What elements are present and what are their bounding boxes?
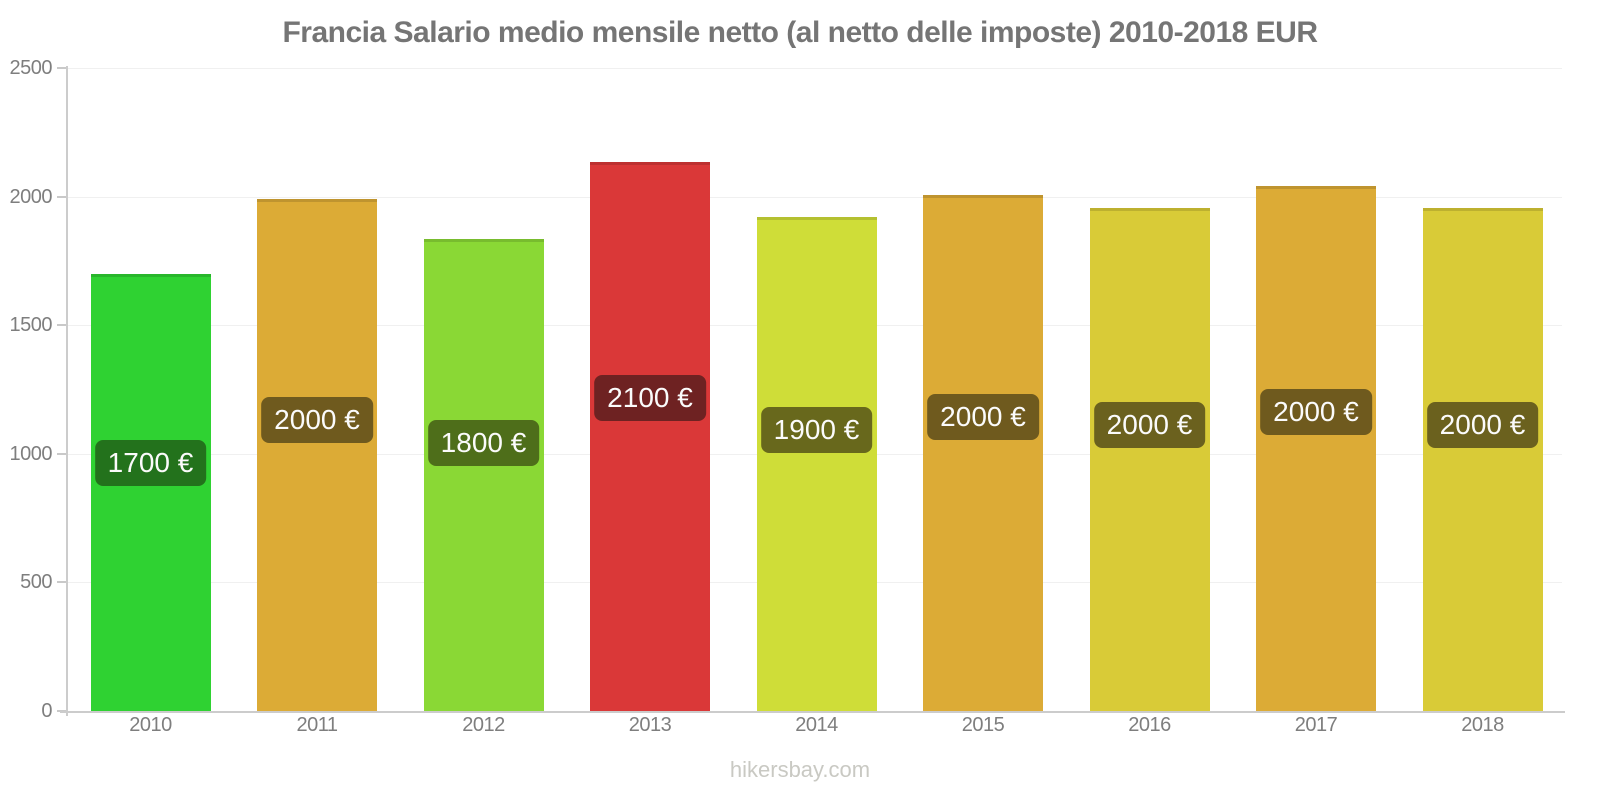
y-axis-label-2000: 2000 — [9, 185, 53, 208]
bar-2014[interactable]: 1900 € — [756, 217, 877, 711]
y-axis-label-2500: 2500 — [9, 57, 53, 79]
x-axis-label-2010: 2010 — [129, 714, 172, 736]
value-label-2016: 2000 € — [1093, 401, 1206, 448]
gridline-2500 — [68, 68, 1562, 69]
y-axis-label-500: 500 — [20, 571, 52, 594]
value-label-2012: 1800 € — [427, 419, 540, 466]
x-axis-label-2012: 2012 — [462, 714, 505, 736]
x-axis-label-2016: 2016 — [1128, 714, 1171, 736]
bar-2018[interactable]: 2000 € — [1422, 208, 1543, 711]
y-axis-line — [66, 66, 68, 716]
value-label-2017: 2000 € — [1260, 389, 1372, 436]
x-axis-label-2015: 2015 — [961, 714, 1005, 736]
y-axis-tick-1000 — [57, 452, 67, 455]
y-axis-tick-1500 — [57, 324, 67, 327]
y-axis-label-1500: 1500 — [9, 314, 53, 337]
y-axis-label-0: 0 — [41, 700, 52, 722]
x-axis-label-2011: 2011 — [296, 714, 338, 736]
value-label-2011: 2000 € — [261, 396, 373, 443]
watermark-hikersbay: hikersbay.com — [729, 757, 871, 782]
bar-2017[interactable]: 2000 € — [1256, 186, 1376, 711]
value-label-2010: 1700 € — [94, 439, 207, 486]
x-axis-line — [60, 711, 1565, 713]
value-label-2014: 1900 € — [760, 407, 873, 454]
x-axis-label-2013: 2013 — [628, 714, 672, 736]
y-axis-label-1000: 1000 — [9, 442, 53, 465]
value-label-2013: 2100 € — [594, 375, 706, 422]
bar-2013[interactable]: 2100 € — [590, 161, 710, 711]
x-axis-label-2017: 2017 — [1294, 714, 1338, 736]
bar-2011[interactable]: 2000 € — [257, 199, 377, 711]
gridline-2000 — [68, 196, 1562, 198]
bar-2016[interactable]: 2000 € — [1089, 208, 1210, 711]
y-axis-tick-500 — [57, 581, 67, 584]
chart-title: Francia Salario medio mensile netto (al … — [282, 16, 1318, 49]
value-label-2015: 2000 € — [927, 394, 1039, 441]
y-axis-tick-2000 — [57, 195, 67, 198]
value-label-2018: 2000 € — [1426, 401, 1539, 448]
y-axis-tick-2500 — [57, 67, 67, 69]
x-axis-label-2014: 2014 — [795, 714, 838, 736]
bar-2015[interactable]: 2000 € — [923, 195, 1043, 711]
bar-2010[interactable]: 1700 € — [90, 273, 211, 711]
bar-2012[interactable]: 1800 € — [423, 239, 544, 711]
x-axis-label-2018: 2018 — [1461, 714, 1504, 736]
